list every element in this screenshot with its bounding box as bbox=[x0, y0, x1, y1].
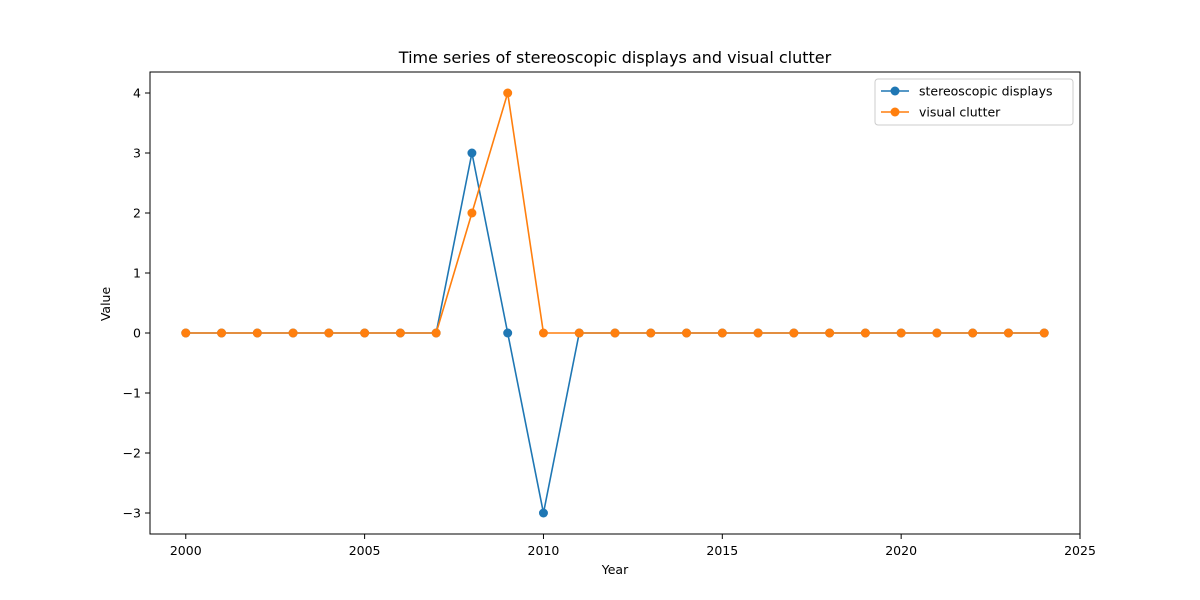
data-point bbox=[538, 328, 548, 338]
y-tick-label: −2 bbox=[123, 446, 141, 461]
data-point bbox=[825, 328, 835, 338]
x-tick-label: 2005 bbox=[349, 543, 381, 558]
data-point bbox=[181, 328, 191, 338]
y-tick-label: 1 bbox=[133, 266, 141, 281]
y-axis-label: Value bbox=[98, 287, 113, 322]
legend: stereoscopic displays visual clutter bbox=[874, 78, 1074, 126]
data-point bbox=[896, 328, 906, 338]
data-point bbox=[968, 328, 978, 338]
x-tick-label: 2025 bbox=[1064, 543, 1096, 558]
data-point bbox=[717, 328, 727, 338]
data-point bbox=[932, 328, 942, 338]
data-point bbox=[538, 508, 548, 518]
data-point bbox=[682, 328, 692, 338]
x-axis-label: Year bbox=[601, 562, 629, 577]
data-point bbox=[467, 208, 477, 218]
data-point bbox=[503, 88, 513, 98]
x-tick-label: 2015 bbox=[706, 543, 738, 558]
x-tick-label: 2010 bbox=[528, 543, 560, 558]
data-point bbox=[431, 328, 441, 338]
legend-label: stereoscopic displays bbox=[919, 84, 1053, 99]
y-tick-label: 4 bbox=[133, 86, 141, 101]
y-tick-label: 0 bbox=[133, 326, 141, 341]
x-tick-label: 2020 bbox=[885, 543, 917, 558]
plot-area bbox=[181, 88, 1049, 518]
data-point bbox=[252, 328, 262, 338]
legend-item: visual clutter bbox=[881, 105, 1001, 120]
data-point bbox=[503, 328, 513, 338]
data-point bbox=[1003, 328, 1013, 338]
series-1 bbox=[181, 88, 1049, 338]
data-point bbox=[1039, 328, 1049, 338]
legend-marker bbox=[890, 107, 900, 117]
y-tick-label: 3 bbox=[133, 146, 141, 161]
data-point bbox=[288, 328, 298, 338]
axes: 2000 2005 2010 2015 2020 2025 −3 −2 −1 0 1 2 3 4 bbox=[123, 71, 1096, 558]
legend-box bbox=[874, 78, 1074, 126]
data-point bbox=[360, 328, 370, 338]
data-point bbox=[467, 148, 477, 158]
data-point bbox=[324, 328, 334, 338]
data-point bbox=[646, 328, 656, 338]
data-point bbox=[574, 328, 584, 338]
data-point bbox=[395, 328, 405, 338]
legend-label: visual clutter bbox=[919, 105, 1001, 120]
x-tick-label: 2000 bbox=[170, 543, 202, 558]
y-tick-label: −3 bbox=[123, 506, 141, 521]
data-point bbox=[860, 328, 870, 338]
data-point bbox=[217, 328, 227, 338]
data-point bbox=[789, 328, 799, 338]
y-tick-label: −1 bbox=[123, 386, 141, 401]
legend-marker bbox=[890, 86, 900, 96]
data-point bbox=[610, 328, 620, 338]
y-tick-label: 2 bbox=[133, 206, 141, 221]
legend-item: stereoscopic displays bbox=[881, 84, 1053, 99]
data-point bbox=[753, 328, 763, 338]
axes-frame bbox=[149, 71, 1081, 535]
chart-title: Time series of stereoscopic displays and… bbox=[398, 48, 832, 67]
